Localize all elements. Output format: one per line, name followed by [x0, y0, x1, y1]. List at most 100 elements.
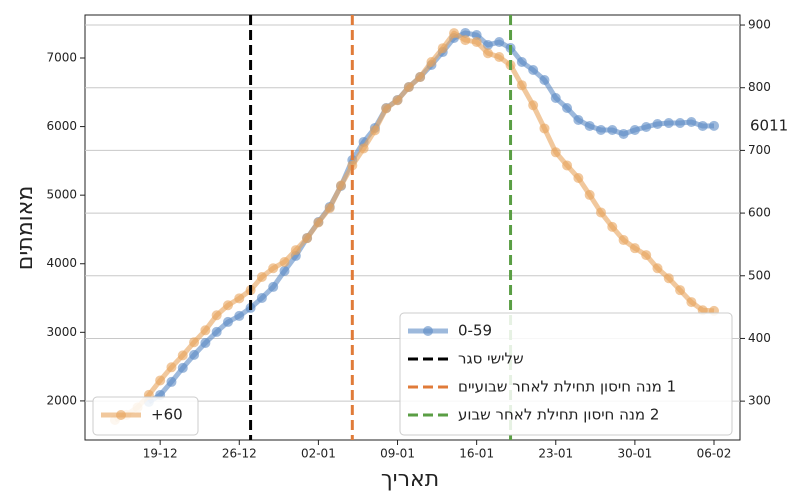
legend-label: 0-59 — [458, 322, 492, 340]
point — [686, 297, 697, 308]
point — [256, 272, 267, 283]
point — [189, 337, 200, 348]
point — [268, 263, 279, 274]
point — [279, 265, 290, 276]
legend-box — [399, 312, 733, 436]
point — [392, 95, 403, 106]
point — [709, 120, 720, 131]
point — [200, 337, 211, 348]
point — [336, 180, 347, 191]
legend-label: 60+ — [151, 406, 183, 424]
point — [516, 80, 527, 91]
x-tick-label: 23-01 — [538, 447, 573, 461]
point — [675, 285, 686, 296]
y-tick-label: 4000 — [46, 256, 77, 270]
point — [641, 250, 652, 261]
x-tick-label: 02-01 — [301, 447, 336, 461]
point — [415, 72, 426, 83]
point — [155, 375, 166, 386]
point — [279, 256, 290, 267]
point — [358, 143, 369, 154]
x-tick-label: 19-12 — [143, 447, 178, 461]
point — [494, 37, 505, 48]
y-axis-label: מאומתים — [13, 186, 38, 271]
point — [324, 203, 335, 214]
point — [629, 125, 640, 136]
legend-label: שלישי סגר — [458, 350, 524, 368]
y-tick-label: 2000 — [46, 393, 77, 407]
x-tick-label: 16-01 — [459, 447, 494, 461]
point — [528, 65, 539, 76]
point — [234, 310, 245, 321]
point — [607, 221, 618, 232]
x-tick-label: 06-02 — [697, 447, 732, 461]
point — [449, 28, 460, 39]
legend-box — [92, 396, 199, 436]
point — [652, 118, 663, 129]
point — [550, 92, 561, 103]
point — [516, 56, 527, 67]
point — [482, 48, 493, 59]
point — [618, 128, 629, 139]
y2-tick-label: 300 — [748, 394, 771, 408]
point — [584, 120, 595, 131]
point — [166, 362, 177, 373]
point — [369, 125, 380, 136]
point — [211, 310, 222, 321]
y2-tick-label: 600 — [748, 206, 771, 220]
point — [437, 43, 448, 54]
point — [313, 217, 324, 228]
y2-tick-label: 400 — [748, 331, 771, 345]
point — [618, 235, 629, 246]
point — [494, 51, 505, 62]
point — [663, 273, 674, 284]
point — [550, 147, 561, 158]
point — [573, 172, 584, 183]
point — [663, 118, 674, 129]
point — [302, 233, 313, 244]
point — [539, 75, 550, 86]
point — [641, 121, 652, 132]
point — [697, 120, 708, 131]
point — [268, 281, 279, 292]
point — [607, 125, 618, 136]
point — [562, 160, 573, 171]
point — [595, 125, 606, 136]
y2-tick-label: 700 — [748, 143, 771, 157]
point — [460, 27, 471, 38]
point — [189, 349, 200, 360]
point — [222, 316, 233, 327]
point — [290, 245, 301, 256]
y2-tick-label: 500 — [748, 268, 771, 282]
point — [629, 243, 640, 254]
point — [471, 36, 482, 47]
point — [686, 116, 697, 127]
legend-label: 1 מנה חיסון תחילת לאחר שבועיים — [458, 378, 676, 396]
point — [234, 293, 245, 304]
y-tick-label: 5000 — [46, 188, 77, 202]
point — [652, 263, 663, 274]
y2-tick-label: 900 — [748, 18, 771, 32]
point — [539, 123, 550, 134]
x-tick-label: 26-12 — [222, 447, 257, 461]
point — [426, 57, 437, 68]
y2-tick-label: 800 — [748, 80, 771, 94]
end-label: 6011 — [750, 116, 788, 134]
legend-label: 2 מנה חיסון תחילת לאחר שבוע — [458, 406, 659, 424]
point — [200, 325, 211, 336]
point — [595, 207, 606, 218]
y-tick-label: 7000 — [46, 51, 77, 65]
point — [675, 118, 686, 129]
legend-marker — [116, 410, 126, 420]
plot-frame — [84, 14, 741, 441]
point — [471, 30, 482, 41]
legend-marker — [423, 326, 433, 336]
x-tick-label: 30-01 — [617, 447, 652, 461]
point — [528, 100, 539, 111]
point — [177, 362, 188, 373]
point — [211, 326, 222, 337]
point — [166, 376, 177, 387]
point — [584, 189, 595, 200]
x-axis-label: תאריך — [381, 467, 439, 492]
